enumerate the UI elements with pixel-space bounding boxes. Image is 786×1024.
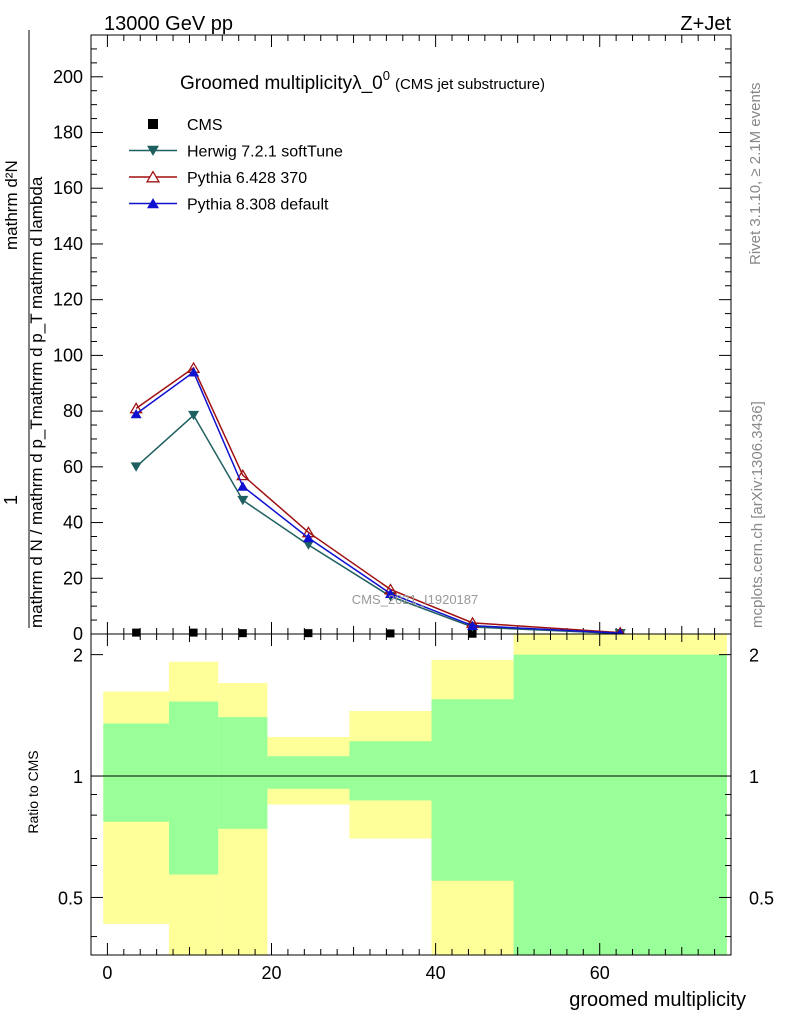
plot-subtitle: (CMS jet substructure): [395, 76, 545, 93]
legend-label: CMS: [187, 117, 223, 134]
side-text-rivet: Rivet 3.1.10, ≥ 2.1M events: [747, 83, 764, 266]
ratio-y-tick-label: 2: [73, 646, 83, 666]
data-point-cms: [238, 629, 247, 638]
side-text-mcplots: mcplots.cern.ch [arXiv:1306.3436]: [749, 401, 766, 628]
data-point-cms: [132, 628, 141, 637]
y-tick-label: 100: [53, 345, 83, 365]
ratio-y-tick-label-right: 2: [749, 646, 759, 666]
plot-title-main: Groomed multiplicity: [180, 73, 353, 94]
x-tick-label: 40: [426, 963, 446, 983]
series-3: [130, 367, 626, 638]
legend-label: Herwig 7.2.1 softTune: [187, 144, 343, 161]
legend-marker-pythia6: [145, 170, 161, 183]
plot-title-exponent: 0: [383, 68, 390, 83]
data-point-herwig: [130, 462, 142, 472]
ratio-y-tick-label: 0.5: [58, 888, 83, 908]
ratio-band-green: [267, 756, 350, 789]
data-point-pythia8: [302, 532, 314, 543]
x-tick-label: 20: [261, 963, 281, 983]
y-tick-label: 160: [53, 178, 83, 198]
y-tick-label: 140: [53, 234, 83, 254]
data-point-pythia8: [467, 620, 479, 631]
data-point-herwig: [302, 540, 314, 550]
y-tick-label: 120: [53, 290, 83, 310]
legend-marker-cms: [148, 119, 158, 129]
y-tick-label: 40: [63, 513, 83, 533]
ratio-y-tick-label-right: 0.5: [749, 888, 774, 908]
ratio-band-green: [431, 699, 514, 881]
data-point-pythia8: [188, 367, 200, 377]
x-tick-label: 60: [590, 963, 610, 983]
y-axis-label-top: mathrm d²N: [2, 160, 21, 250]
ratio-y-tick-label-right: 1: [749, 767, 759, 787]
legend-marker-herwig: [147, 145, 159, 156]
data-point-pythia6: [236, 468, 250, 481]
y-axis-label: 1 mathrm d N / mathrm d p_Tmathrm d p_T …: [1, 30, 46, 628]
x-tick-label: 0: [102, 963, 112, 983]
header-right: Z+Jet: [680, 13, 731, 35]
plot-title-symbol: λ_0: [352, 73, 383, 94]
data-point-pythia8: [384, 588, 396, 599]
legend-label: Pythia 8.308 default: [187, 197, 329, 214]
x-axis-label: groomed multiplicity: [569, 989, 746, 1011]
y-axis-label-denominator: mathrm d N / mathrm d p_Tmathrm d p_T ma…: [27, 176, 46, 628]
data-point-cms: [189, 628, 198, 637]
data-point-pythia8: [237, 481, 249, 491]
data-point-cms: [304, 629, 313, 638]
data-point-herwig: [237, 495, 249, 506]
y-tick-label: 200: [53, 67, 83, 87]
y-axis-label-numerator: 1: [1, 495, 21, 505]
ratio-band-green: [349, 741, 432, 801]
ratio-y-tick-label: 1: [73, 767, 83, 787]
legend-marker-pythia8: [147, 198, 159, 209]
ratio-band-green: [513, 654, 727, 955]
y-tick-label: 20: [63, 568, 83, 588]
ratio-plot: 0.5 0.51 12 20 20 40 60: [58, 633, 774, 983]
main-plot: 0 20 40 60 80 100 120 140 160 180 200 CMS Herwig 7.2…: [53, 34, 732, 644]
watermark: CMS_2021_I1920187: [352, 592, 479, 607]
ratio-band-green: [103, 723, 169, 822]
data-point-cms: [386, 629, 395, 638]
legend-label: Pythia 6.428 370: [187, 170, 307, 187]
legend: CMS Herwig 7.2.1 softTune Pythia 6.428 370…: [129, 117, 343, 214]
plot-title: Groomed multiplicityλ_00 (CMS jet substru…: [180, 68, 545, 94]
ratio-band-green: [168, 701, 219, 875]
y-tick-label: 60: [63, 457, 83, 477]
data-point-pythia8: [130, 408, 142, 419]
y-tick-label: 180: [53, 123, 83, 143]
ratio-y-label: Ratio to CMS: [25, 750, 41, 833]
y-tick-label: 80: [63, 401, 83, 421]
data-point-herwig: [188, 410, 200, 421]
header-left: 13000 GeV pp: [104, 13, 233, 35]
ratio-band-green: [218, 717, 268, 829]
y-tick-label: 0: [73, 624, 83, 644]
